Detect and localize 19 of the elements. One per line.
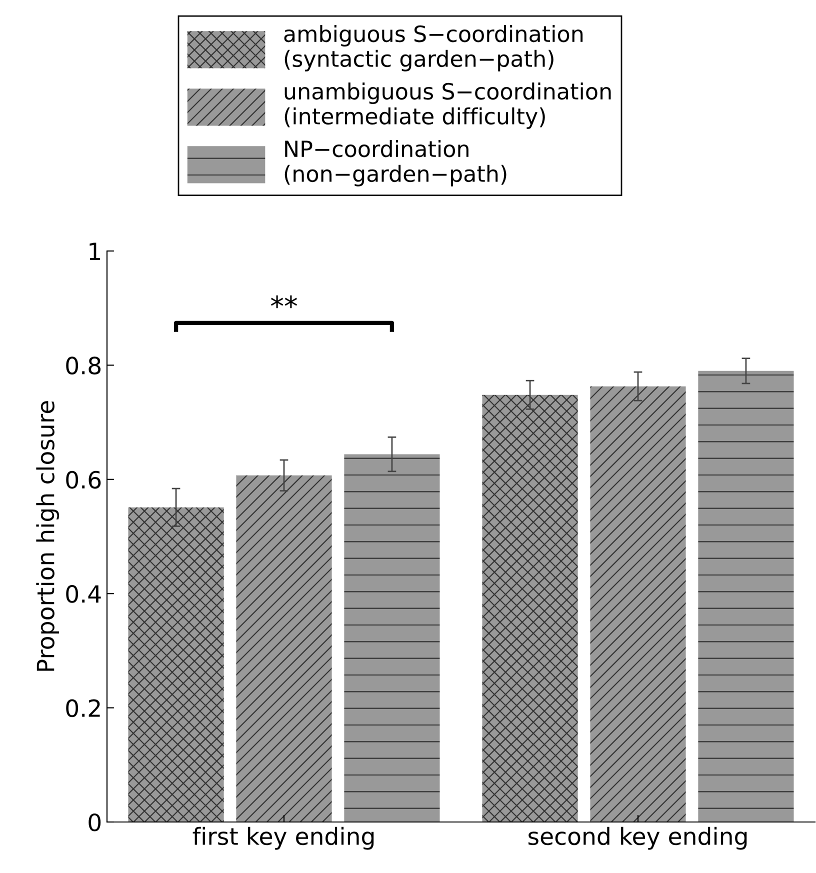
bar	[698, 370, 794, 822]
bar	[590, 386, 686, 822]
bar	[482, 394, 578, 822]
y-tick-label: 1	[90, 242, 100, 260]
annotation: **	[270, 295, 298, 308]
y-tick-label: 0.6	[66, 470, 101, 489]
y-tick-label: 0.4	[66, 585, 101, 603]
bar	[344, 454, 440, 822]
legend-label: unambiguous S−coordination (intermediate difficulty)	[284, 82, 611, 129]
y-tick-label: 0	[88, 813, 101, 832]
x-tick-label: second key ending	[528, 826, 747, 850]
bar	[128, 507, 224, 822]
y-tick-label: 0.2	[66, 699, 100, 718]
x-tick-label: first key ending	[192, 826, 374, 850]
bar	[236, 475, 332, 822]
legend-label: NP−coordination (non−garden−path)	[284, 140, 506, 186]
y-tick-label: 0.8	[66, 356, 101, 375]
y-axis-title: Proportion high closure	[36, 401, 60, 671]
legend-label: ambiguous S−coordination (syntactic garden−path)	[284, 25, 583, 72]
